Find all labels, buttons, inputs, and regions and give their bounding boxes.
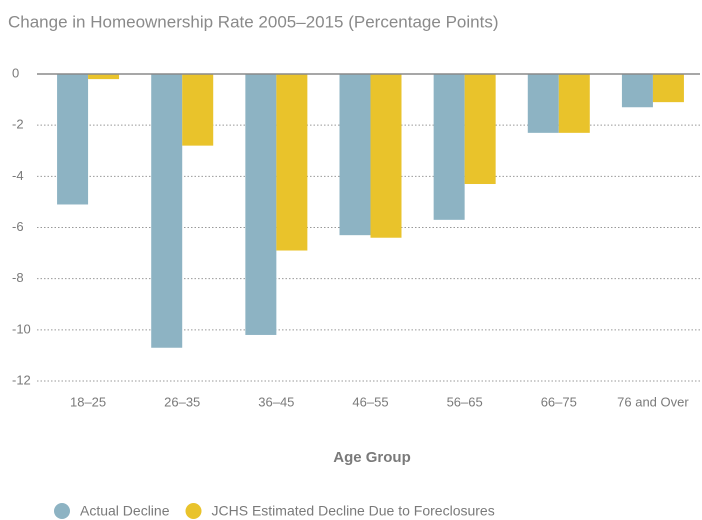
bar: [370, 74, 402, 238]
x-tick-label: 66–75: [541, 394, 577, 409]
x-tick-label: 18–25: [70, 394, 106, 409]
bar: [527, 74, 559, 133]
x-tick-label: 36–45: [258, 394, 294, 409]
bar: [464, 74, 496, 185]
bar: [339, 74, 371, 236]
y-tick-label: -6: [12, 219, 24, 234]
bar: [151, 74, 183, 348]
x-tick-label: 76 and Over: [617, 394, 689, 409]
legend-label: Actual Decline: [80, 503, 170, 519]
x-axis-title: Age Group: [333, 449, 411, 466]
chart-title: Change in Homeownership Rate 2005–2015 (…: [8, 12, 498, 31]
bar: [57, 74, 89, 205]
y-tick-label: -10: [12, 321, 31, 336]
bar: [245, 74, 277, 335]
bar: [276, 74, 308, 251]
y-tick-label: -4: [12, 168, 24, 183]
legend-swatch: [54, 503, 70, 519]
x-tick-label: 26–35: [164, 394, 200, 409]
y-tick-label: -8: [12, 270, 24, 285]
legend-swatch: [185, 503, 202, 519]
bar: [433, 74, 465, 220]
x-tick-label: 56–65: [447, 394, 483, 409]
bar: [182, 74, 214, 146]
x-tick-label: 46–55: [352, 394, 388, 409]
bar: [558, 74, 590, 133]
y-tick-label: -2: [12, 117, 24, 132]
y-tick-label: -12: [12, 372, 31, 387]
bar: [652, 74, 684, 103]
bar: [621, 74, 653, 108]
y-tick-label: 0: [12, 65, 19, 80]
bar: [88, 74, 120, 80]
legend-label: JCHS Estimated Decline Due to Foreclosur…: [212, 503, 495, 519]
